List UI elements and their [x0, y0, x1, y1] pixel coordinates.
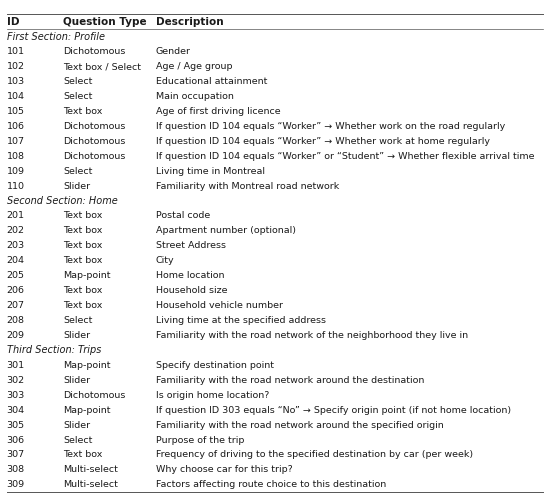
- Text: Familiarity with the road network of the neighborhood they live in: Familiarity with the road network of the…: [156, 331, 468, 340]
- Text: Description: Description: [156, 17, 224, 27]
- Text: Home location: Home location: [156, 271, 224, 280]
- Text: Dichotomous: Dichotomous: [63, 122, 125, 131]
- Text: 109: 109: [7, 167, 25, 176]
- Text: Educational attainment: Educational attainment: [156, 77, 267, 86]
- Text: 303: 303: [7, 391, 25, 400]
- Text: Map-point: Map-point: [63, 271, 110, 280]
- Text: Text box: Text box: [63, 286, 102, 295]
- Text: 301: 301: [7, 361, 25, 370]
- Text: Select: Select: [63, 92, 92, 101]
- Text: Multi-select: Multi-select: [63, 481, 118, 490]
- Text: If question ID 104 equals “Worker” or “Student” → Whether flexible arrival time: If question ID 104 equals “Worker” or “S…: [156, 152, 534, 161]
- Text: Dichotomous: Dichotomous: [63, 391, 125, 400]
- Text: Select: Select: [63, 436, 92, 445]
- Text: Household size: Household size: [156, 286, 228, 295]
- Text: Household vehicle number: Household vehicle number: [156, 301, 283, 310]
- Text: 106: 106: [7, 122, 25, 131]
- Text: Gender: Gender: [156, 47, 191, 56]
- Text: 105: 105: [7, 107, 25, 116]
- Text: Map-point: Map-point: [63, 361, 110, 370]
- Text: 102: 102: [7, 62, 25, 71]
- Text: Is origin home location?: Is origin home location?: [156, 391, 269, 400]
- Text: Purpose of the trip: Purpose of the trip: [156, 436, 245, 445]
- Text: 302: 302: [7, 376, 25, 385]
- Text: Text box: Text box: [63, 107, 102, 116]
- Text: Dichotomous: Dichotomous: [63, 47, 125, 56]
- Text: 107: 107: [7, 137, 25, 146]
- Text: Living time in Montreal: Living time in Montreal: [156, 167, 265, 176]
- Text: Text box: Text box: [63, 256, 102, 265]
- Text: Slider: Slider: [63, 376, 90, 385]
- Text: 308: 308: [7, 466, 25, 475]
- Text: Text box: Text box: [63, 212, 102, 221]
- Text: 110: 110: [7, 182, 25, 191]
- Text: 204: 204: [7, 256, 25, 265]
- Text: Slider: Slider: [63, 182, 90, 191]
- Text: Slider: Slider: [63, 331, 90, 340]
- Text: Select: Select: [63, 77, 92, 86]
- Text: Dichotomous: Dichotomous: [63, 152, 125, 161]
- Text: 207: 207: [7, 301, 25, 310]
- Text: Factors affecting route choice to this destination: Factors affecting route choice to this d…: [156, 481, 386, 490]
- Text: Frequency of driving to the specified destination by car (per week): Frequency of driving to the specified de…: [156, 451, 473, 460]
- Text: 103: 103: [7, 77, 25, 86]
- Text: If question ID 104 equals “Worker” → Whether work on the road regularly: If question ID 104 equals “Worker” → Whe…: [156, 122, 505, 131]
- Text: Text box: Text box: [63, 451, 102, 460]
- Text: 209: 209: [7, 331, 25, 340]
- Text: 307: 307: [7, 451, 25, 460]
- Text: Familiarity with the road network around the destination: Familiarity with the road network around…: [156, 376, 424, 385]
- Text: Text box: Text box: [63, 227, 102, 236]
- Text: 104: 104: [7, 92, 25, 101]
- Text: Text box: Text box: [63, 301, 102, 310]
- Text: 203: 203: [7, 242, 25, 250]
- Text: Question Type: Question Type: [63, 17, 147, 27]
- Text: 208: 208: [7, 316, 25, 325]
- Text: Why choose car for this trip?: Why choose car for this trip?: [156, 466, 293, 475]
- Text: Street Address: Street Address: [156, 242, 226, 250]
- Text: 108: 108: [7, 152, 25, 161]
- Text: 306: 306: [7, 436, 25, 445]
- Text: 304: 304: [7, 406, 25, 415]
- Text: Text box / Select: Text box / Select: [63, 62, 141, 71]
- Text: Text box: Text box: [63, 242, 102, 250]
- Text: Apartment number (optional): Apartment number (optional): [156, 227, 296, 236]
- Text: Select: Select: [63, 316, 92, 325]
- Text: First Section: Profile: First Section: Profile: [7, 32, 104, 42]
- Text: Age / Age group: Age / Age group: [156, 62, 232, 71]
- Text: Postal code: Postal code: [156, 212, 210, 221]
- Text: 305: 305: [7, 421, 25, 430]
- Text: If question ID 303 equals “No” → Specify origin point (if not home location): If question ID 303 equals “No” → Specify…: [156, 406, 511, 415]
- Text: 206: 206: [7, 286, 25, 295]
- Text: 202: 202: [7, 227, 25, 236]
- Text: Specify destination point: Specify destination point: [156, 361, 274, 370]
- Text: Living time at the specified address: Living time at the specified address: [156, 316, 326, 325]
- Text: Third Section: Trips: Third Section: Trips: [7, 346, 101, 356]
- Text: Familiarity with the road network around the specified origin: Familiarity with the road network around…: [156, 421, 444, 430]
- Text: ID: ID: [7, 17, 19, 27]
- Text: Multi-select: Multi-select: [63, 466, 118, 475]
- Text: Age of first driving licence: Age of first driving licence: [156, 107, 281, 116]
- Text: 309: 309: [7, 481, 25, 490]
- Text: 205: 205: [7, 271, 25, 280]
- Text: Main occupation: Main occupation: [156, 92, 234, 101]
- Text: 101: 101: [7, 47, 25, 56]
- Text: Map-point: Map-point: [63, 406, 110, 415]
- Text: Slider: Slider: [63, 421, 90, 430]
- Text: If question ID 104 equals “Worker” → Whether work at home regularly: If question ID 104 equals “Worker” → Whe…: [156, 137, 490, 146]
- Text: Select: Select: [63, 167, 92, 176]
- Text: 201: 201: [7, 212, 25, 221]
- Text: City: City: [156, 256, 174, 265]
- Text: Second Section: Home: Second Section: Home: [7, 196, 117, 206]
- Text: Dichotomous: Dichotomous: [63, 137, 125, 146]
- Text: Familiarity with Montreal road network: Familiarity with Montreal road network: [156, 182, 339, 191]
